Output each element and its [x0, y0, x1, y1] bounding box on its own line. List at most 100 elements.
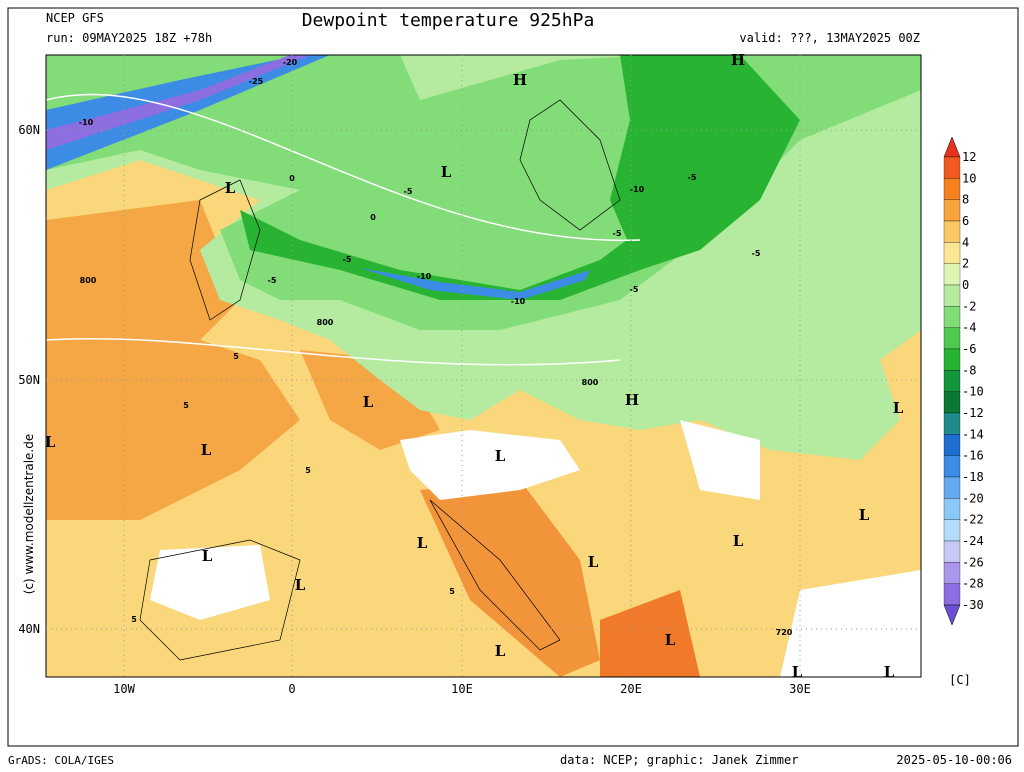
colorbar-label: 0	[962, 278, 969, 292]
contour-label: -10	[511, 297, 526, 306]
pressure-center: H	[625, 391, 639, 409]
colorbar-label: -2	[962, 299, 976, 313]
footer-data: data: NCEP; graphic: Janek Zimmer	[560, 753, 798, 767]
unit: [C]	[949, 673, 971, 687]
model: NCEP GFS	[46, 11, 104, 25]
contour-label: -5	[752, 249, 761, 258]
contour-label: 5	[305, 466, 311, 475]
colorbar-label: 10	[962, 171, 976, 185]
map-border	[45, 54, 922, 678]
contour-label: -20	[283, 58, 298, 67]
colorbar-label: -26	[962, 555, 984, 569]
credit: (c) www.modellzentrale.de	[22, 434, 36, 594]
very-cold-band	[46, 55, 310, 150]
colorbar-segment	[943, 242, 961, 264]
colorbar-segment	[943, 327, 961, 350]
pressure-center: L	[441, 163, 452, 181]
colorbar-segment	[943, 498, 961, 520]
contour-label: -10	[417, 272, 432, 281]
colorbar-segment	[943, 540, 961, 563]
colorbar-label: -30	[962, 598, 984, 612]
contour-label: 5	[183, 401, 189, 410]
contour-label: -5	[613, 229, 622, 238]
pressure-center: L	[201, 441, 212, 459]
contour-label: -10	[630, 185, 645, 194]
colorbar-label: -28	[962, 577, 984, 591]
contour-label: -5	[404, 187, 413, 196]
pressure-center: H	[731, 51, 745, 69]
colorbar-segment	[943, 178, 961, 200]
colorbar-label: -8	[962, 363, 976, 377]
contour-label: -5	[688, 173, 697, 182]
lon-label: 10W	[113, 682, 135, 696]
colorbar-label: -18	[962, 470, 984, 484]
pressure-center: L	[859, 506, 870, 524]
colorbar-label: -16	[962, 449, 984, 463]
pressure-center: L	[792, 663, 803, 681]
pressure-center: H	[513, 71, 527, 89]
pressure-center: L	[893, 399, 904, 417]
colorbar-segment	[943, 220, 961, 243]
colorbar-segment	[943, 412, 961, 435]
colorbar-label: -6	[962, 342, 976, 356]
colorbar-segment	[943, 199, 961, 222]
coastline	[429, 499, 561, 651]
colorbar-segment	[943, 583, 961, 606]
footer-left: GrADS: COLA/IGES	[8, 754, 114, 767]
title: Dewpoint temperature 925hPa	[302, 10, 595, 31]
very-cold-band	[360, 268, 590, 300]
coastline	[519, 99, 621, 231]
masked-area	[780, 570, 921, 677]
valid: valid: ???, 13MAY2025 00Z	[739, 31, 920, 45]
colorbar-segment	[943, 455, 961, 478]
colorbar-bottom	[943, 604, 961, 626]
lon-label: 30E	[789, 682, 811, 696]
colorbar-segment	[943, 348, 961, 371]
map	[46, 55, 921, 677]
pressure-center: L	[45, 433, 56, 451]
colorbar-label: -12	[962, 406, 984, 420]
colorbar-segment	[943, 476, 961, 499]
colorbar-label: -10	[962, 385, 984, 399]
masked-area	[150, 545, 270, 620]
pressure-center: L	[225, 179, 236, 197]
pressure-center: L	[733, 532, 744, 550]
coastline	[189, 179, 261, 321]
lon-label: 20E	[620, 682, 642, 696]
contour-label: 5	[449, 587, 455, 596]
colorbar-segment	[943, 434, 961, 456]
footer-date: 2025-05-10-00:06	[896, 753, 1012, 767]
colorbar-label: 12	[962, 150, 976, 164]
masked-area	[400, 430, 580, 500]
colorbar-segment	[943, 306, 961, 328]
colorbar-label: 2	[962, 257, 969, 271]
run: run: 09MAY2025 18Z +78h	[46, 31, 212, 45]
contour-label: 800	[582, 378, 599, 387]
pressure-center: L	[202, 547, 213, 565]
colorbar-segment	[943, 263, 961, 286]
masked-area	[680, 420, 760, 500]
cold-area	[610, 55, 800, 270]
very-cold-band	[46, 55, 330, 170]
colorbar-label: -4	[962, 321, 976, 335]
colorbar-segment	[943, 562, 961, 584]
warm-area	[420, 480, 600, 677]
contour-label: 0	[289, 174, 295, 183]
pressure-center: L	[884, 663, 895, 681]
contour-label: -25	[249, 77, 264, 86]
warm-area	[46, 200, 300, 520]
pressure-center: L	[588, 553, 599, 571]
pressure-center: L	[417, 534, 428, 552]
colorbar-segment	[943, 391, 961, 414]
colorbar-segment	[943, 519, 961, 542]
pressure-center: L	[363, 393, 374, 411]
contour-label: -10	[79, 118, 94, 127]
pressure-center: L	[295, 576, 306, 594]
contour-label: -5	[268, 276, 277, 285]
warm-area	[600, 590, 700, 677]
pressure-center: L	[495, 642, 506, 660]
frame	[7, 7, 1019, 747]
colorbar-label: -24	[962, 534, 984, 548]
pressure-center: L	[665, 631, 676, 649]
